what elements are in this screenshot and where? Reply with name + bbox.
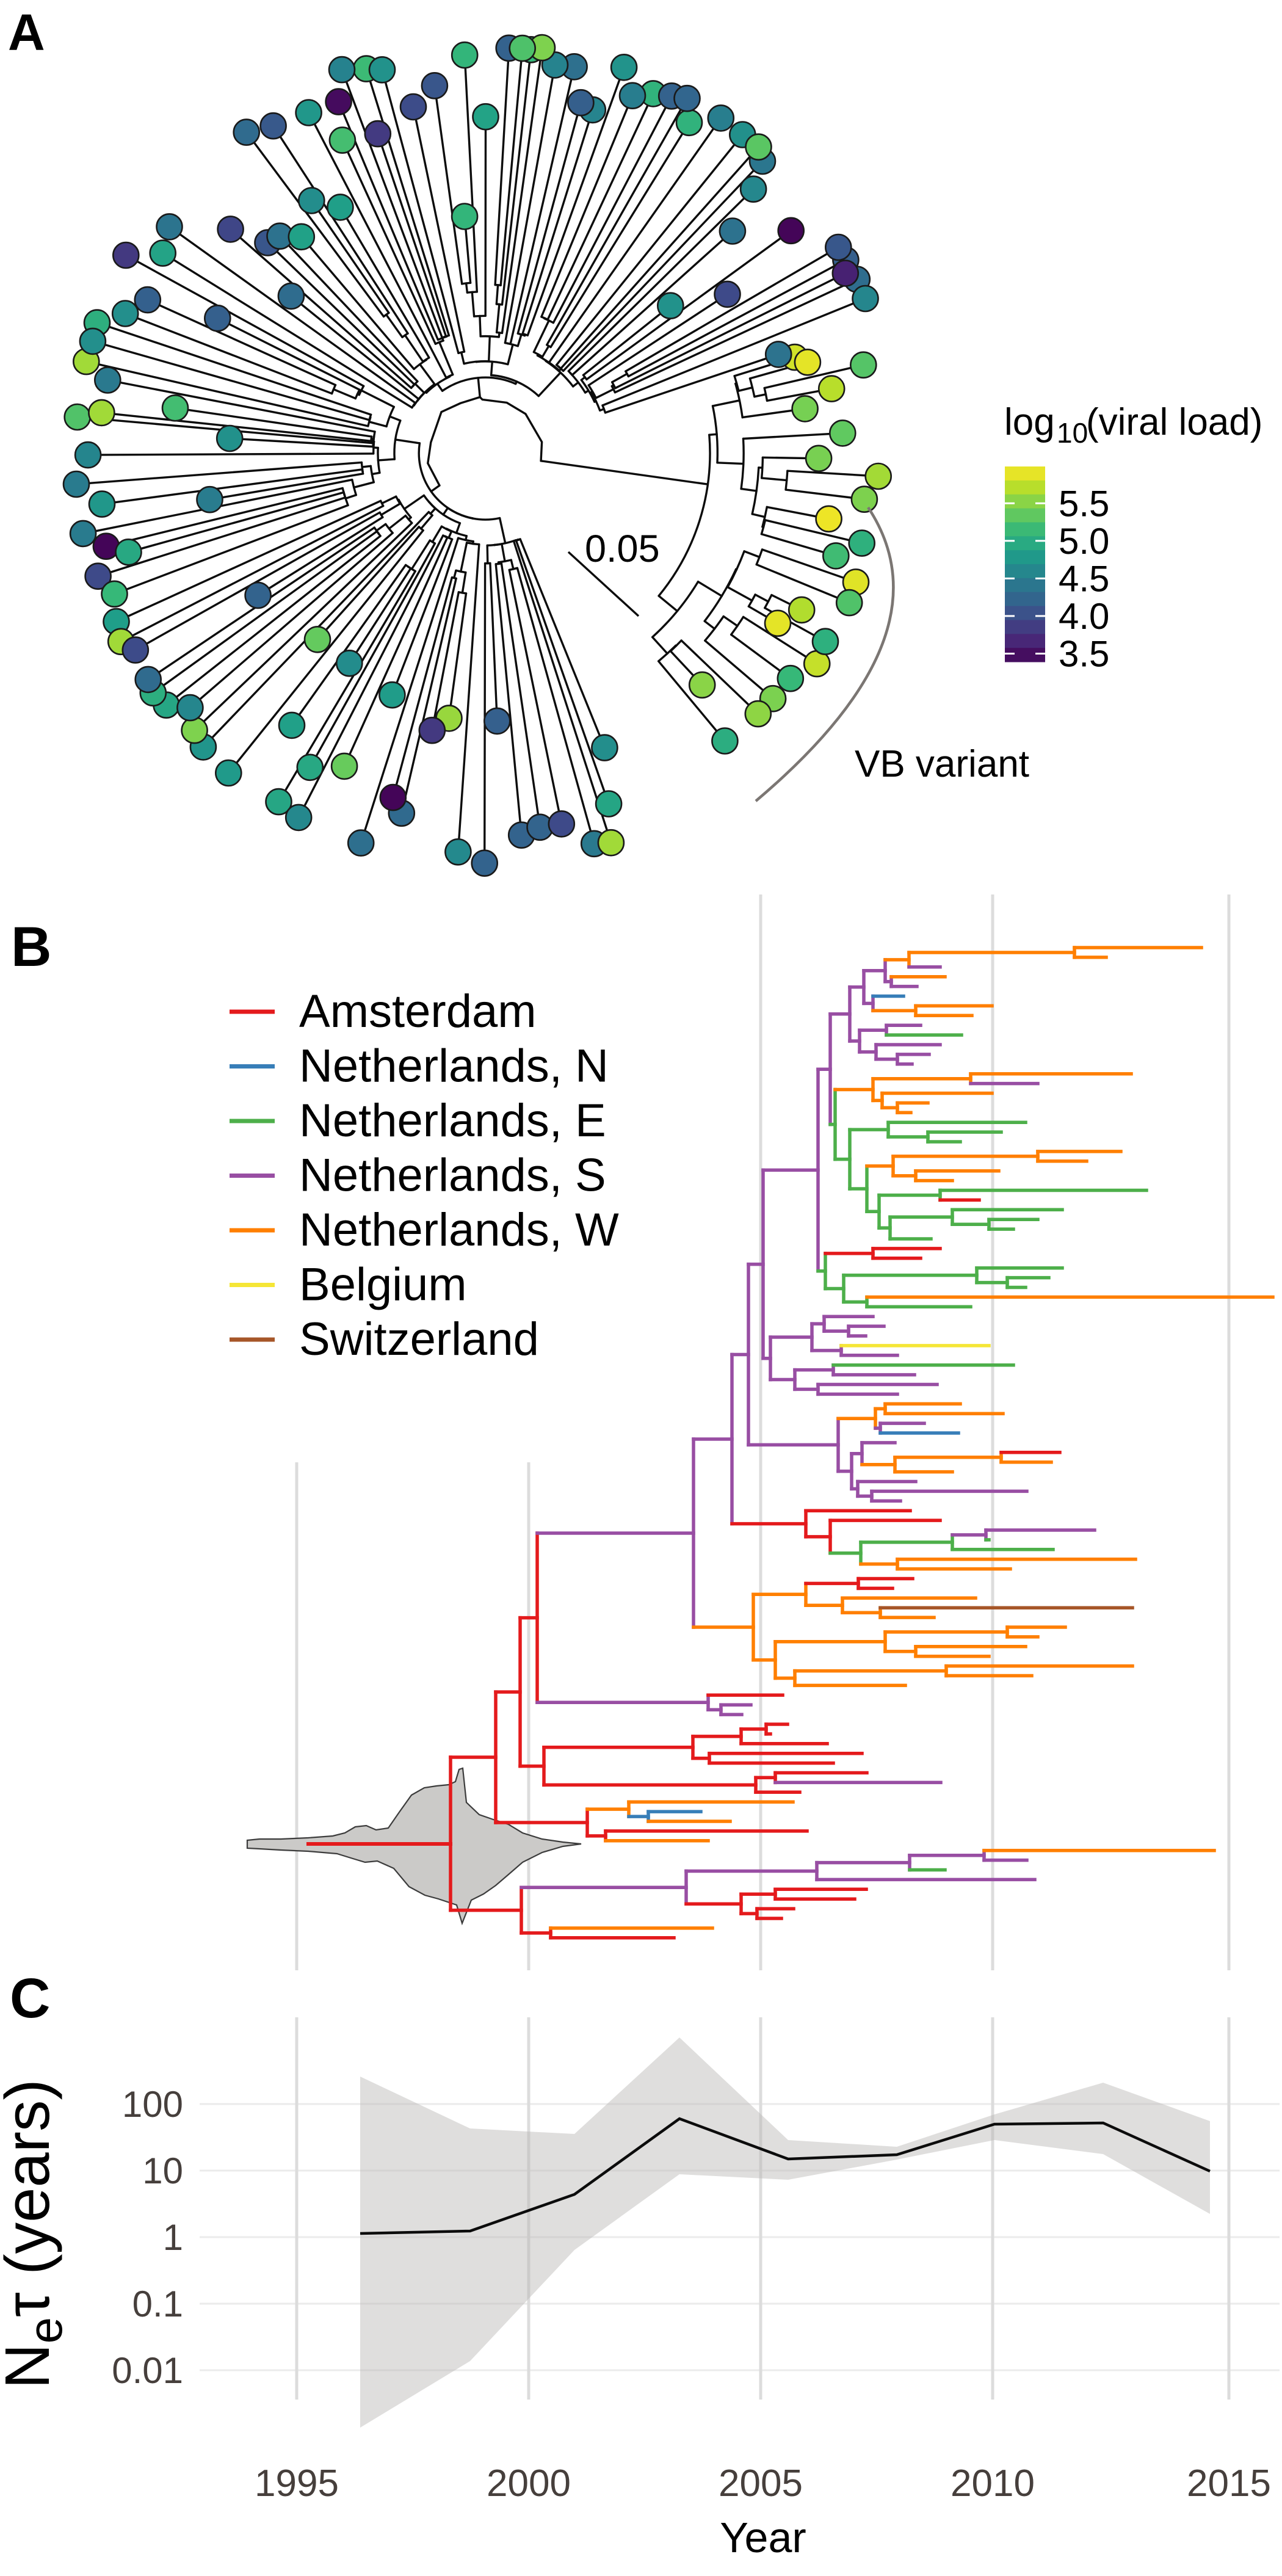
- svg-text:Netherlands, W: Netherlands, W: [299, 1204, 619, 1256]
- svg-text:Year: Year: [720, 2514, 806, 2561]
- svg-text:10: 10: [1057, 417, 1088, 449]
- svg-text:1995: 1995: [255, 2462, 339, 2505]
- svg-text:5.0: 5.0: [1059, 521, 1109, 562]
- svg-text:0.01: 0.01: [112, 2350, 183, 2391]
- svg-text:5.5: 5.5: [1059, 483, 1109, 524]
- svg-text:1: 1: [163, 2217, 183, 2258]
- svg-text:2005: 2005: [719, 2462, 803, 2505]
- svg-text:0.1: 0.1: [132, 2284, 183, 2324]
- svg-text:2015: 2015: [1187, 2462, 1271, 2505]
- svg-text:C: C: [10, 1967, 50, 2030]
- svg-text:Netherlands, E: Netherlands, E: [299, 1095, 606, 1147]
- svg-text:Switzerland: Switzerland: [299, 1313, 539, 1365]
- svg-text:10: 10: [142, 2150, 183, 2191]
- svg-text:Netherlands, N: Netherlands, N: [299, 1040, 609, 1092]
- svg-text:Belgium: Belgium: [299, 1259, 467, 1311]
- svg-text:2010: 2010: [951, 2462, 1035, 2505]
- svg-text:Netherlands, S: Netherlands, S: [299, 1150, 606, 1202]
- svg-text:0.05: 0.05: [585, 528, 660, 570]
- svg-text:VB variant: VB variant: [855, 743, 1029, 785]
- svg-text:A: A: [8, 4, 45, 61]
- svg-text:Amsterdam: Amsterdam: [299, 985, 537, 1037]
- svg-text:B: B: [11, 916, 51, 978]
- svg-text:2000: 2000: [487, 2462, 571, 2505]
- svg-text:4.5: 4.5: [1059, 558, 1109, 599]
- svg-text:4.0: 4.0: [1059, 596, 1109, 637]
- svg-text:3.5: 3.5: [1059, 634, 1109, 675]
- svg-text:100: 100: [122, 2084, 183, 2125]
- svg-text:(viral load): (viral load): [1086, 401, 1262, 443]
- svg-text:log: log: [1004, 401, 1055, 443]
